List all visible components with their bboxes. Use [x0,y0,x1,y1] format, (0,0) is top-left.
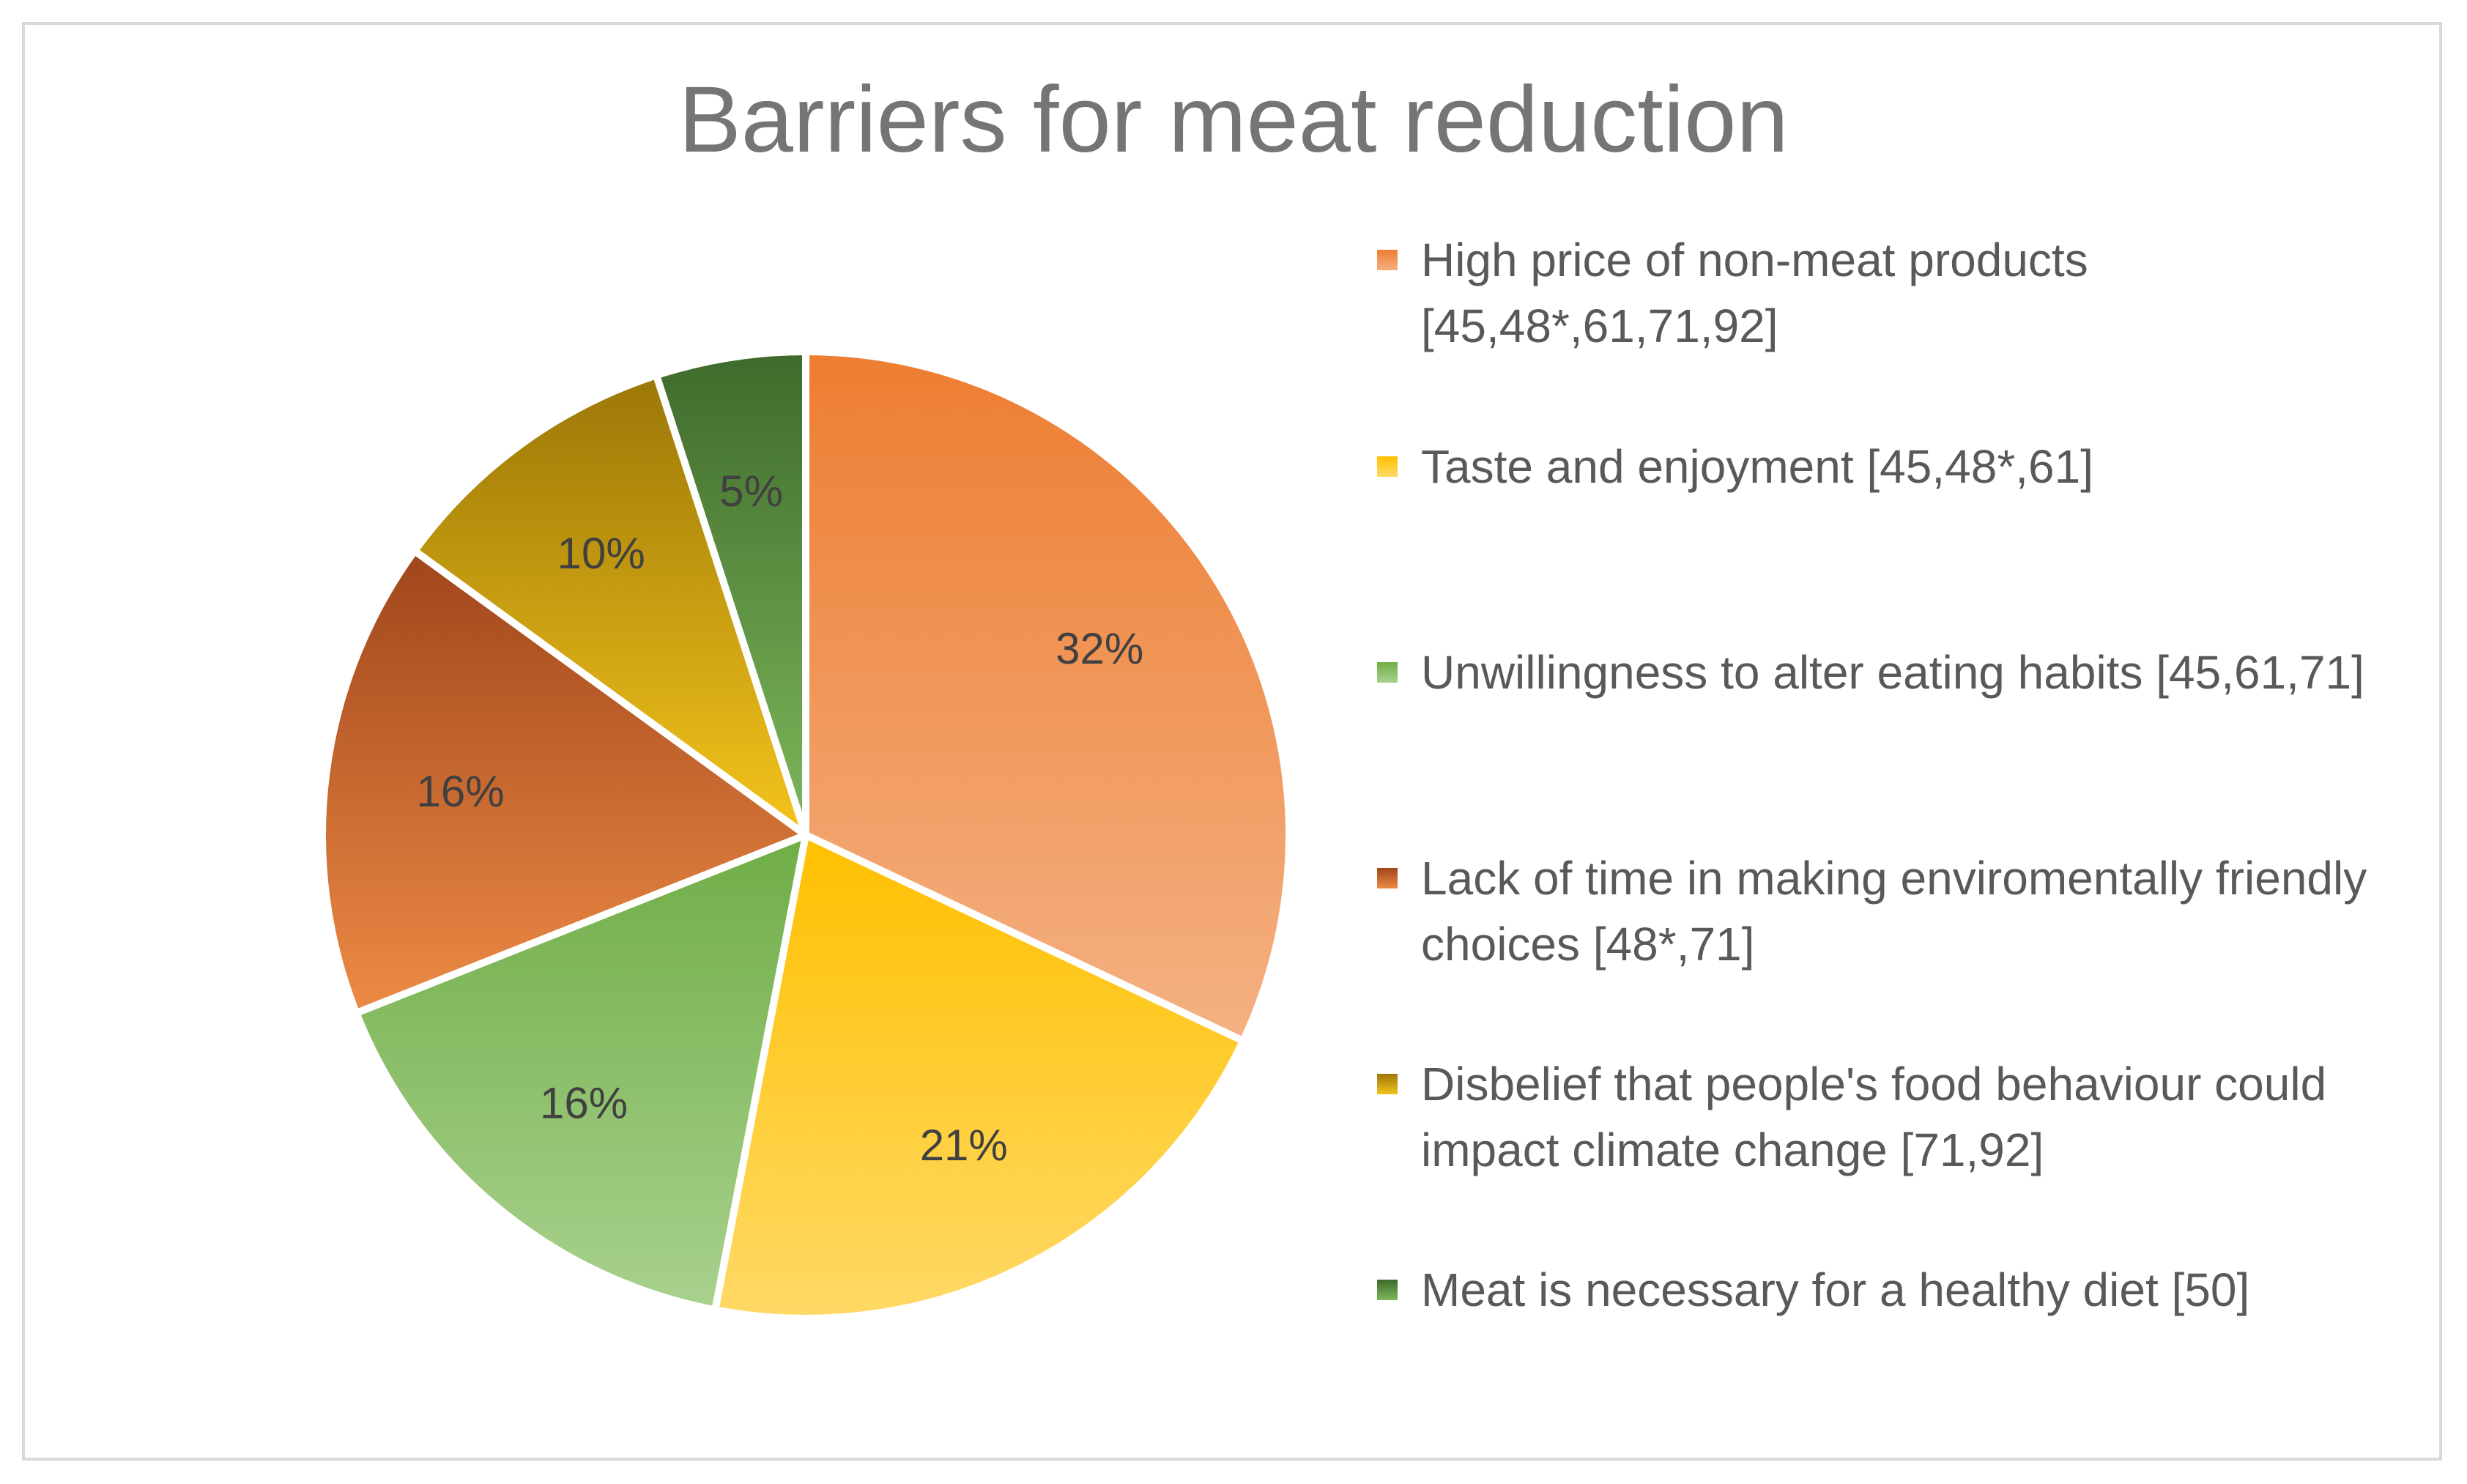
pie-slice-lack-of-time [319,547,809,1017]
pie-slice-meat-necessary [653,348,809,839]
legend-swatch-unwillingness [1377,662,1398,683]
legend-label-taste: Taste and enjoyment [45,48*,61] [1421,440,2093,493]
legend-label-unwillingness: Unwillingness to alter eating habits [45… [1421,646,2364,699]
legend-label-meat-necessary: Meat is necessary for a healthy diet [50… [1421,1264,2250,1316]
pie-slice-unwillingness [352,831,809,1314]
pie-slice-high-price [802,348,1293,1045]
chart-title: Barriers for meat reduction [678,67,1789,172]
legend-swatch-taste [1377,456,1398,477]
data-label-high-price: 32% [1056,624,1143,673]
pie-slice-disbelief [411,371,809,839]
legend-swatch-high-price [1377,250,1398,270]
legend-label-high-price: High price of non-meat products [45,48*,… [1421,234,2088,352]
data-label-taste: 21% [920,1121,1008,1170]
legend-label-disbelief: Disbelief that people's food behaviour c… [1421,1058,2327,1176]
data-label-unwillingness: 16% [540,1079,628,1128]
data-label-meat-necessary: 5% [719,467,783,516]
data-label-lack-of-time: 16% [417,767,505,816]
legend-swatch-lack-of-time [1377,868,1398,888]
data-label-disbelief: 10% [557,529,645,578]
legend-label-lack-of-time: Lack of time in making enviromentally fr… [1421,852,2367,971]
legend-swatch-disbelief [1377,1074,1398,1094]
pie-slice-taste [711,831,1247,1322]
legend-swatch-meat-necessary [1377,1280,1398,1300]
